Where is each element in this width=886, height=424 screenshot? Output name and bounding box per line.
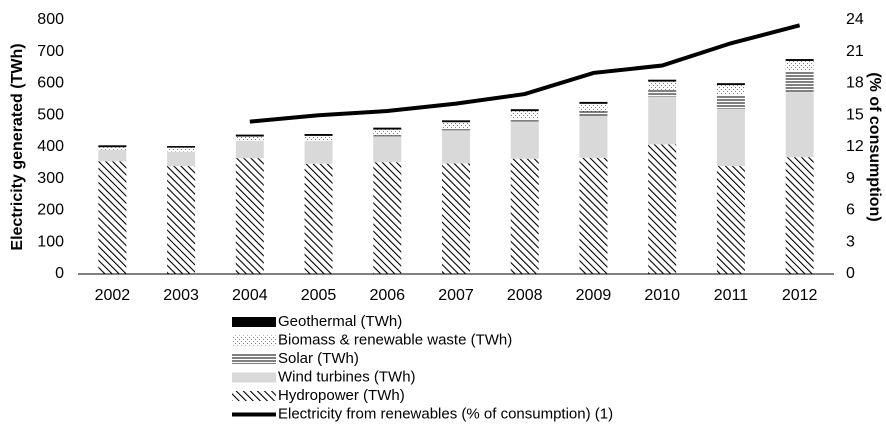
x-tick-label: 2004 xyxy=(232,287,268,304)
bar-segment xyxy=(648,144,677,274)
y2-tick-label: 21 xyxy=(846,43,864,60)
legend-label: Solar (TWh) xyxy=(278,350,359,367)
bar-segment xyxy=(579,101,608,104)
bar-segment xyxy=(716,94,745,109)
bar-segment xyxy=(510,111,539,119)
y2-tick-label: 24 xyxy=(846,11,864,28)
bar-segment xyxy=(167,166,196,274)
bar-segment xyxy=(98,161,127,274)
bar-segment xyxy=(373,135,402,137)
bar-segment xyxy=(98,145,127,148)
y2-tick-label: 3 xyxy=(846,233,855,250)
x-tick-label: 2006 xyxy=(369,287,405,304)
y2-tick-label: 9 xyxy=(846,170,855,187)
y-tick-label: 200 xyxy=(37,202,64,219)
bar-segment xyxy=(785,59,814,61)
legend-swatch xyxy=(232,335,276,346)
y2-tick-label: 6 xyxy=(846,202,855,219)
x-tick-label: 2008 xyxy=(507,287,543,304)
bar-segment xyxy=(579,157,608,274)
bar-segment xyxy=(304,140,333,141)
x-tick-label: 2003 xyxy=(163,287,199,304)
x-tick-label: 2010 xyxy=(644,287,680,304)
legend-swatch xyxy=(232,354,276,364)
x-tick-label: 2002 xyxy=(95,287,131,304)
bar-segment xyxy=(785,157,814,274)
bar-segment xyxy=(442,163,470,274)
bar-segment xyxy=(579,111,608,116)
legend-label: Geothermal (TWh) xyxy=(278,313,402,330)
bar-segment xyxy=(579,115,608,158)
bar-segment xyxy=(304,163,333,274)
bar-segment xyxy=(235,140,264,159)
line-series xyxy=(249,23,801,124)
bar-segment xyxy=(716,83,745,86)
bar-segment xyxy=(235,158,264,274)
x-tick-label: 2007 xyxy=(438,287,474,304)
bar-segment xyxy=(510,158,539,274)
y-tick-label: 400 xyxy=(37,138,64,155)
y-tick-label: 700 xyxy=(37,43,64,60)
bar-segment xyxy=(304,135,333,141)
x-tick-label: 2011 xyxy=(714,287,749,304)
bar-segment xyxy=(304,133,333,136)
legend-swatch xyxy=(232,391,276,401)
y-tick-label: 100 xyxy=(37,233,64,250)
bar-segment xyxy=(167,151,196,167)
bar-segment xyxy=(373,162,402,274)
bar-segment xyxy=(510,118,539,122)
bar-segment xyxy=(373,136,402,163)
bar-segment xyxy=(442,120,470,123)
legend-label: Hydropower (TWh) xyxy=(278,387,405,404)
bar-segment xyxy=(235,134,264,137)
bar-segment xyxy=(785,60,814,71)
y-tick-label: 0 xyxy=(55,265,64,282)
bar-segment xyxy=(235,136,264,141)
bar-segment xyxy=(98,147,127,150)
legend-swatch xyxy=(232,317,276,327)
bar-segment xyxy=(785,70,814,93)
y2-tick-label: 18 xyxy=(846,75,864,92)
bar-segment xyxy=(373,129,402,136)
y-tick-label: 600 xyxy=(37,75,64,92)
y-tick-label: 300 xyxy=(37,170,64,187)
bar-segment xyxy=(510,109,539,112)
x-tick-label: 2009 xyxy=(576,287,612,304)
bar-segment xyxy=(648,96,677,145)
y-tick-label: 500 xyxy=(37,106,64,123)
y2-tick-label: 0 xyxy=(846,265,855,282)
bar-segment xyxy=(510,121,539,159)
y2-tick-label: 15 xyxy=(846,106,864,123)
bar-segment xyxy=(579,103,608,112)
bar-segment xyxy=(716,166,745,274)
x-tick-label: 2012 xyxy=(782,287,818,304)
bar-segment xyxy=(304,140,333,164)
bar-segment xyxy=(716,85,745,95)
bar-segment xyxy=(442,122,470,129)
bar-segment xyxy=(167,147,196,152)
legend-label: Wind turbines (TWh) xyxy=(278,368,416,385)
y-axis-label: Electricity generated (TWh) xyxy=(9,43,26,250)
y2-tick-label: 12 xyxy=(846,138,864,155)
y2-axis-label: (% of consumption) xyxy=(866,72,883,221)
bar-segment xyxy=(648,79,677,82)
bar-segment xyxy=(167,146,196,148)
bar-segment xyxy=(648,89,677,97)
bar-segment xyxy=(442,130,470,164)
bar-segment xyxy=(442,128,470,131)
bar-segment xyxy=(648,81,677,90)
y-tick-label: 800 xyxy=(37,11,64,28)
bar-segment xyxy=(373,127,402,130)
bar-segment xyxy=(716,108,745,167)
legend-swatch xyxy=(232,372,276,383)
bar-segment xyxy=(785,92,814,158)
legend-label: Biomass & renewable waste (TWh) xyxy=(278,331,512,348)
x-tick-label: 2005 xyxy=(301,287,337,304)
bar-segment xyxy=(98,149,127,162)
legend-label: Electricity from renewables (% of consum… xyxy=(278,405,613,422)
